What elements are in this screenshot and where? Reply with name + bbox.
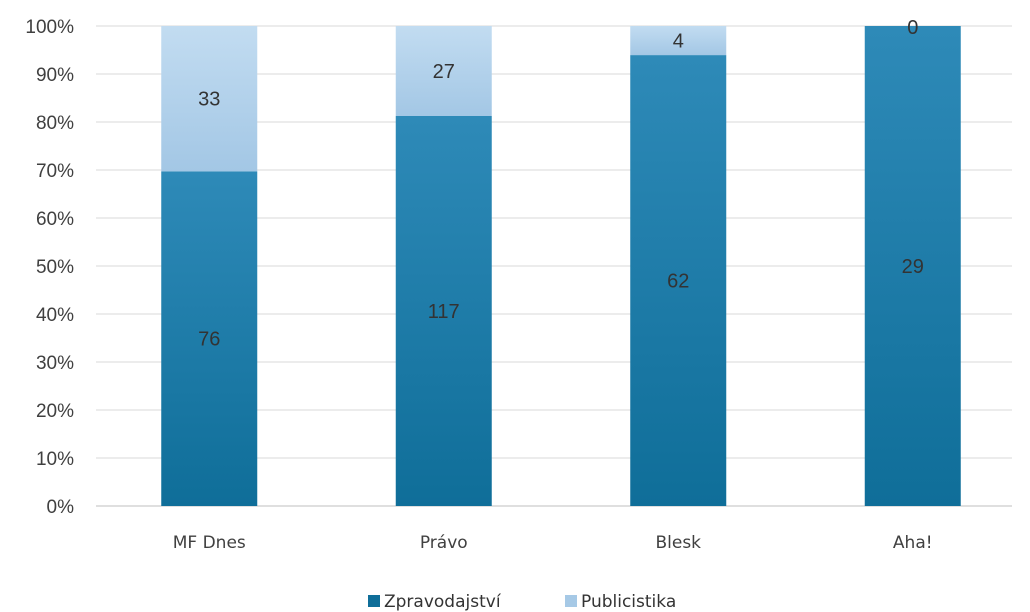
data-label: 62 [667, 271, 689, 293]
data-label: 33 [198, 89, 220, 111]
y-tick-label: 70% [36, 161, 74, 182]
y-tick-label: 10% [36, 449, 74, 470]
data-label: 27 [433, 61, 455, 83]
y-tick-label: 100% [25, 17, 74, 38]
y-tick-label: 50% [36, 257, 74, 278]
x-category-label: MF Dnes [173, 533, 246, 553]
y-axis-tick-labels: 0% 10% 20% 30% 40% 50% 60% 70% 80% 90% 100% [25, 17, 74, 518]
y-tick-label: 80% [36, 113, 74, 134]
data-label: 29 [902, 256, 924, 278]
y-tick-label: 40% [36, 305, 74, 326]
legend-swatch [565, 595, 577, 607]
data-label: 0 [907, 17, 918, 39]
data-label: 76 [198, 329, 220, 351]
y-tick-label: 60% [36, 209, 74, 230]
x-axis-category-labels: MF Dnes Právo Blesk Aha! [173, 533, 933, 553]
legend-label: Publicistika [581, 592, 676, 612]
data-labels: 76 33 117 27 62 4 29 0 [198, 17, 924, 351]
data-label: 4 [673, 31, 684, 53]
legend-label: Zpravodajství [384, 592, 502, 612]
legend: Zpravodajství Publicistika [368, 592, 676, 612]
x-category-label: Právo [420, 533, 468, 553]
x-category-label: Aha! [893, 533, 933, 553]
y-tick-label: 30% [36, 353, 74, 374]
y-tick-label: 0% [47, 497, 75, 518]
legend-swatch [368, 595, 380, 607]
y-tick-label: 90% [36, 65, 74, 86]
x-category-label: Blesk [655, 533, 701, 553]
y-tick-label: 20% [36, 401, 74, 422]
data-label: 117 [428, 301, 460, 323]
